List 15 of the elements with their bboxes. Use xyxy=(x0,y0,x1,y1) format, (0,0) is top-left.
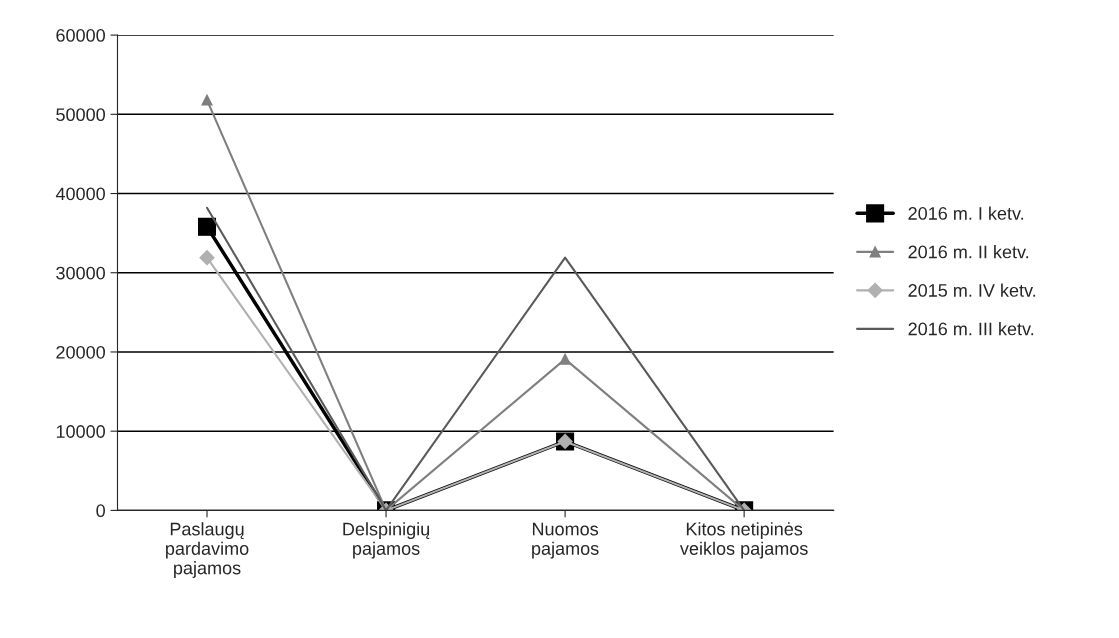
y-tick-label: 10000 xyxy=(56,425,105,438)
y-tick-label: 40000 xyxy=(55,187,105,201)
y-tick-label: 20000 xyxy=(56,345,105,359)
x-tick-label: Paslaugų pardavimo pajamos xyxy=(166,522,249,578)
legend-label: 2016 m. I ketv. xyxy=(908,206,1024,220)
y-tick-label: 60000 xyxy=(56,29,105,42)
x-tick-label: Kitos netipinės veiklos pajamos xyxy=(679,522,808,559)
y-tick-label: 30000 xyxy=(56,266,105,280)
y-tick-label: 0 xyxy=(96,504,105,518)
legend-label: 2016 m. II ketv. xyxy=(908,245,1029,259)
x-tick-label: Nuomos pajamos xyxy=(532,522,599,559)
legend-label: 2015 m. IV ketv. xyxy=(908,283,1036,297)
x-tick-label: Delspinigių pajamos xyxy=(343,522,430,559)
legend-label: 2016 m. III ketv. xyxy=(908,322,1034,336)
y-tick-label: 50000 xyxy=(56,108,105,122)
